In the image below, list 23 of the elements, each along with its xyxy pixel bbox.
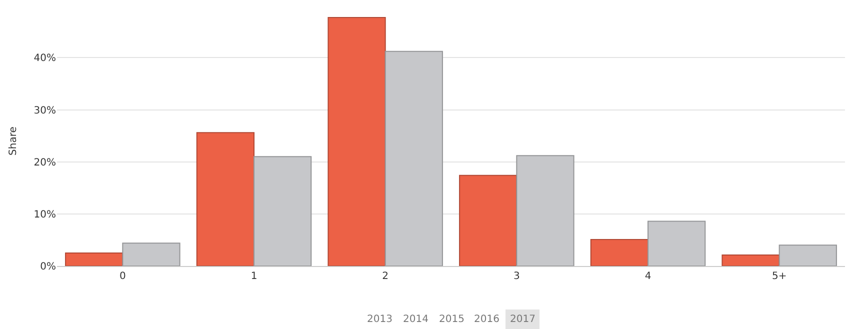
y-tick-label: 30% xyxy=(34,105,56,116)
x-tick-label: 5+ xyxy=(772,271,787,282)
y-axis-title: Share xyxy=(8,126,19,156)
y-tick-label: 10% xyxy=(34,209,56,220)
y-tick-label: 0% xyxy=(40,262,56,272)
x-tick-label: 1 xyxy=(250,271,258,282)
y-tick-label: 20% xyxy=(34,157,56,168)
x-tick-label: 0 xyxy=(119,271,126,282)
text: 2013 xyxy=(367,314,392,325)
bar xyxy=(722,254,780,266)
text: 2015 xyxy=(439,314,464,325)
text: 2017 xyxy=(510,314,536,325)
x-tick-label: 4 xyxy=(644,271,652,282)
y-tick-label: 40% xyxy=(34,53,56,64)
bar xyxy=(65,252,124,266)
bar xyxy=(328,17,386,266)
bar xyxy=(196,132,254,266)
text: 2016 xyxy=(474,314,500,325)
bar xyxy=(590,238,648,266)
bar xyxy=(459,174,518,266)
x-tick-label: 3 xyxy=(513,271,520,282)
text: 2014 xyxy=(403,314,428,325)
x-tick-label: 2 xyxy=(382,271,389,282)
